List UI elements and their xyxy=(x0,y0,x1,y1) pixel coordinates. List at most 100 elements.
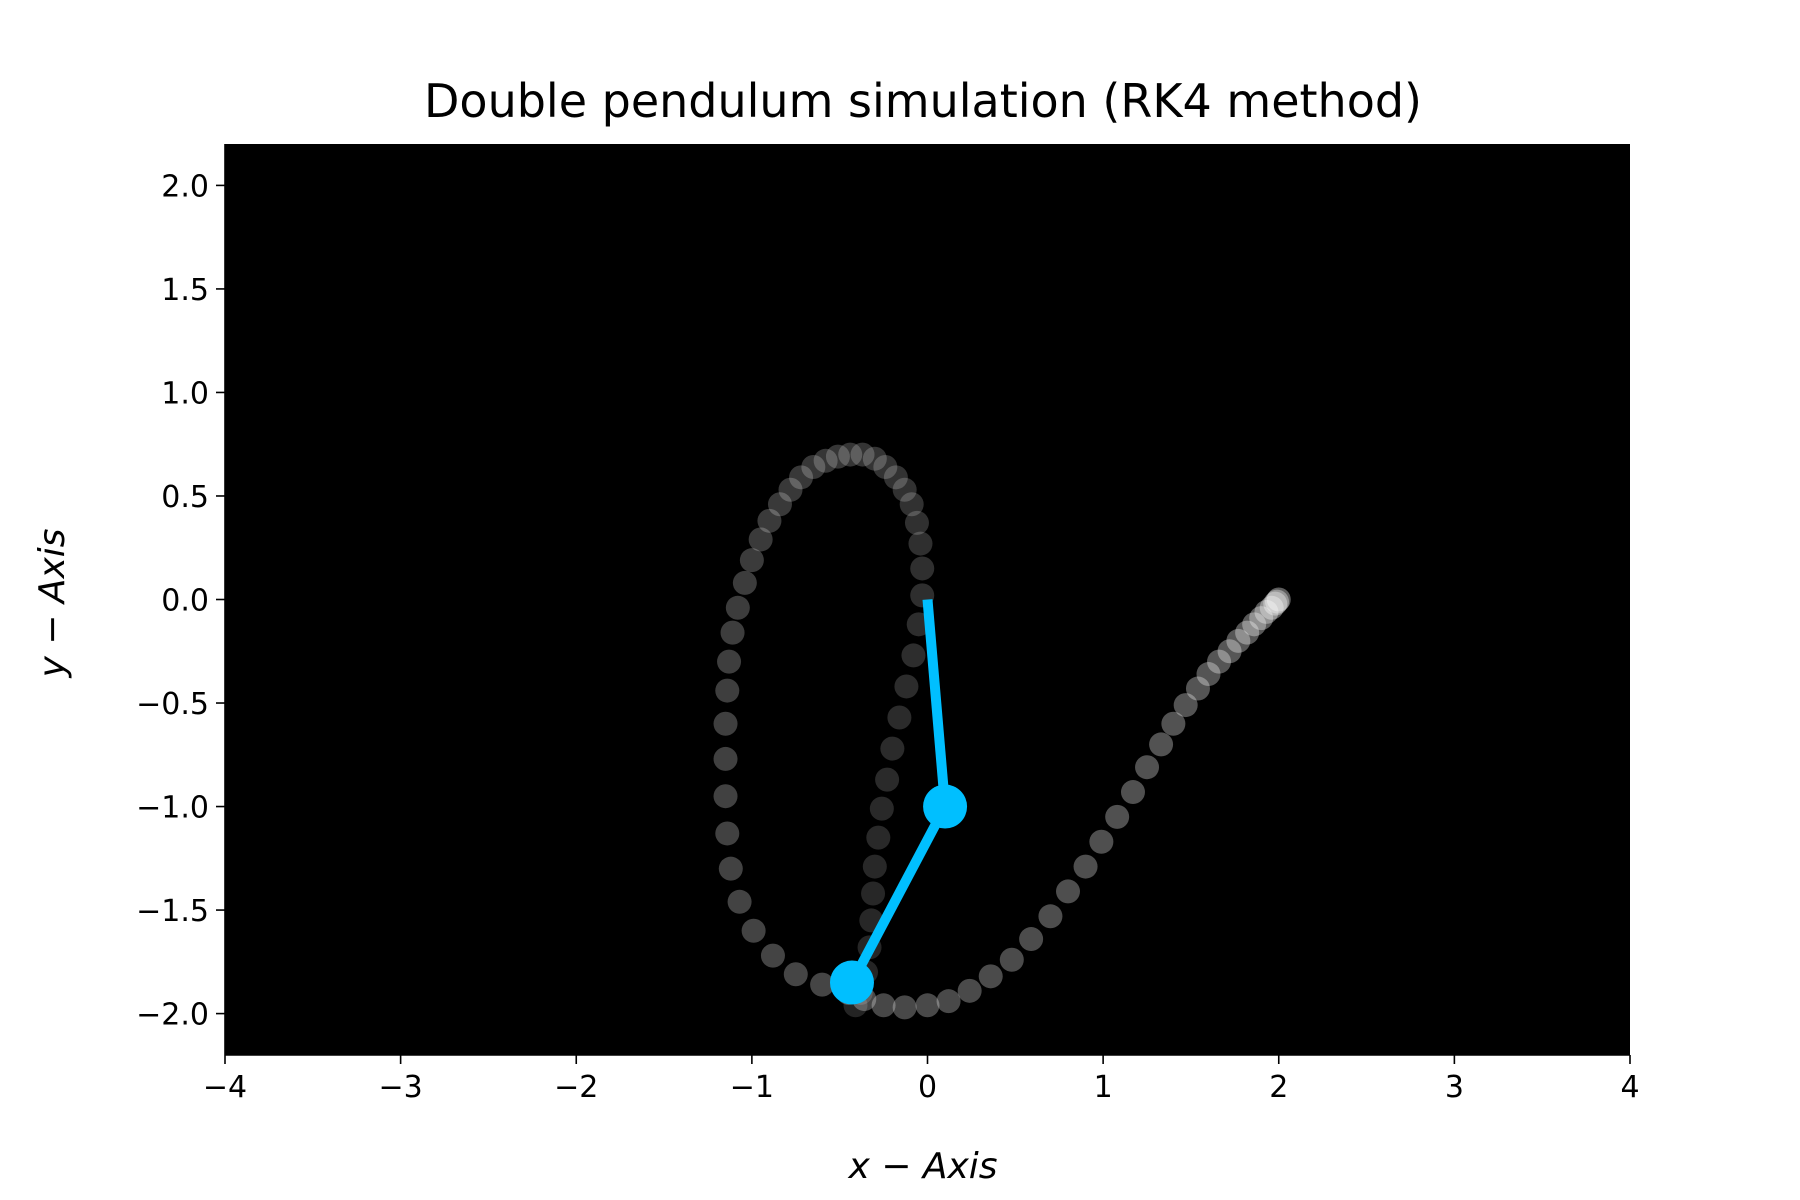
trail-point xyxy=(727,889,752,914)
trail-point xyxy=(908,531,933,556)
trail-point xyxy=(713,784,738,809)
trail-point xyxy=(978,964,1003,989)
x-tick-label: −3 xyxy=(379,1070,423,1105)
trail-point xyxy=(760,943,785,968)
trail-point xyxy=(873,454,898,479)
trail-point xyxy=(825,444,850,469)
trail-point xyxy=(1264,589,1289,614)
trail-point xyxy=(866,825,891,850)
trail-point xyxy=(713,711,738,736)
x-tick-label: 4 xyxy=(1620,1070,1639,1105)
x-tick-label: 1 xyxy=(1094,1070,1113,1105)
trail-point xyxy=(717,649,742,674)
trail-point xyxy=(1019,927,1044,952)
x-axis: −4 −3 −2 −1 0 1 2 3 4 xyxy=(203,1054,1640,1105)
trail-point xyxy=(892,477,917,502)
trail-point xyxy=(999,947,1024,972)
trail-point xyxy=(715,678,740,703)
trail-point xyxy=(1038,904,1063,929)
trail-point xyxy=(748,527,773,552)
trail-point xyxy=(901,643,926,668)
trail-point xyxy=(783,962,808,987)
trail-point xyxy=(875,767,900,792)
pendulum-rod xyxy=(922,599,951,807)
y-tick-label: 1.5 xyxy=(161,273,209,308)
trail-point xyxy=(904,510,929,535)
y-tick-label: −0.5 xyxy=(136,687,209,722)
trail-point xyxy=(899,492,924,517)
x-tick-label: −2 xyxy=(554,1070,598,1105)
x-tick-label: 3 xyxy=(1445,1070,1464,1105)
trail-point xyxy=(732,570,757,595)
trail-point xyxy=(1249,606,1274,631)
trail-point xyxy=(850,442,875,467)
trail-point xyxy=(741,918,766,943)
trail-point xyxy=(1135,755,1160,780)
trail-point xyxy=(1073,854,1098,879)
trail-point xyxy=(1226,628,1251,653)
trail-point xyxy=(915,993,940,1018)
x-tick-label: −1 xyxy=(730,1070,774,1105)
trail-point xyxy=(838,442,863,467)
pendulum-bob xyxy=(829,960,874,1005)
y-tick-label: −1.0 xyxy=(136,791,209,826)
plot-area xyxy=(225,144,1630,1055)
trail-point xyxy=(1263,591,1288,616)
trail-point xyxy=(883,465,908,490)
y-tick-label: 2.0 xyxy=(161,169,209,204)
trail-point xyxy=(1242,612,1267,637)
trail-point xyxy=(1217,639,1242,664)
trail-point xyxy=(757,508,782,533)
trail-point xyxy=(789,465,814,490)
trail-point xyxy=(862,854,887,879)
trail-point xyxy=(813,448,838,473)
trail-point xyxy=(1259,595,1284,620)
trail-point xyxy=(894,674,919,699)
y-tick-label: 1.0 xyxy=(161,376,209,411)
trail-point xyxy=(887,705,912,730)
trail-point xyxy=(910,556,935,581)
trail-point xyxy=(869,796,894,821)
trail-point xyxy=(1120,780,1145,805)
trail-point xyxy=(892,995,917,1020)
trail-point xyxy=(871,993,896,1018)
trail-point xyxy=(880,736,905,761)
y-tick-label: −2.0 xyxy=(136,998,209,1033)
x-tick-label: 0 xyxy=(918,1070,937,1105)
trail-point xyxy=(718,856,743,881)
trail-point xyxy=(1266,587,1291,612)
trail-point xyxy=(1056,879,1080,904)
trail-point xyxy=(778,477,803,502)
x-axis-label: x − Axis xyxy=(847,1146,997,1187)
trail-point xyxy=(767,492,792,517)
trail-point xyxy=(801,454,826,479)
trail-point xyxy=(1235,620,1260,645)
trail-point xyxy=(861,881,886,906)
trail-point xyxy=(739,548,764,573)
trail-point xyxy=(715,821,740,846)
pendulum-rod xyxy=(847,804,950,985)
trail-point xyxy=(1185,676,1210,701)
trail-point xyxy=(1173,693,1198,718)
y-tick-label: 0.0 xyxy=(161,584,209,619)
trail-point xyxy=(936,989,961,1014)
x-tick-label: 2 xyxy=(1269,1070,1288,1105)
y-tick-label: −1.5 xyxy=(136,894,209,929)
y-axis: −2.0 −1.5 −1.0 −0.5 0.0 0.5 1.0 1.5 2.0 xyxy=(136,144,226,1055)
pendulum-layer xyxy=(829,599,968,1005)
chart-title: Double pendulum simulation (RK4 method) xyxy=(424,74,1422,128)
trail-point xyxy=(1149,732,1174,757)
trail-point xyxy=(720,620,745,645)
trail-point xyxy=(1089,829,1114,854)
trail-point xyxy=(1196,662,1221,687)
trail-point xyxy=(810,972,835,997)
trail-point xyxy=(1161,711,1186,736)
trail-point xyxy=(862,446,887,471)
x-tick-label: −4 xyxy=(203,1070,247,1105)
trail-point xyxy=(957,978,982,1003)
trail-point xyxy=(1105,804,1130,829)
trail-point xyxy=(725,595,750,620)
trail-point xyxy=(1254,599,1279,624)
trail-point xyxy=(1207,649,1232,674)
